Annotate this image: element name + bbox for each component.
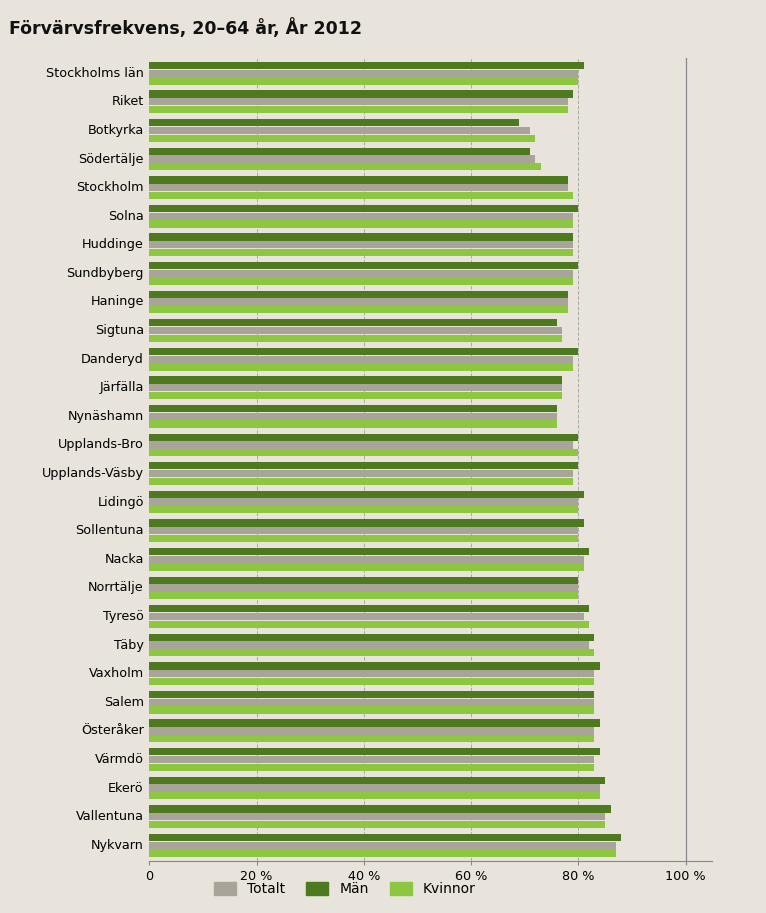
Bar — [149, 213, 573, 220]
Bar — [149, 119, 519, 126]
Bar — [149, 192, 573, 199]
Bar — [149, 90, 573, 98]
Bar — [149, 691, 594, 698]
Bar — [149, 477, 573, 485]
Bar — [149, 405, 557, 413]
Text: Förvärvsfrekvens, 20–64 år, År 2012: Förvärvsfrekvens, 20–64 år, År 2012 — [9, 17, 362, 37]
Bar — [149, 155, 535, 163]
Bar — [149, 384, 562, 392]
Bar — [149, 735, 594, 742]
Bar — [149, 176, 568, 184]
Bar — [149, 698, 594, 706]
Bar — [149, 363, 573, 371]
Bar — [149, 269, 573, 277]
Bar — [149, 719, 600, 727]
Bar — [149, 355, 573, 362]
Bar — [149, 262, 578, 269]
Bar — [149, 327, 562, 334]
Bar — [149, 805, 611, 813]
Bar — [149, 306, 568, 313]
Bar — [149, 434, 578, 441]
Bar — [149, 506, 578, 513]
Bar — [149, 563, 584, 571]
Bar — [149, 290, 568, 298]
Bar — [149, 441, 573, 448]
Bar — [149, 748, 600, 755]
Bar — [149, 163, 541, 171]
Bar — [149, 834, 621, 841]
Bar — [149, 535, 578, 542]
Bar — [149, 763, 594, 771]
Bar — [149, 584, 578, 592]
Bar — [149, 821, 605, 828]
Bar — [149, 527, 578, 534]
Bar — [149, 69, 578, 77]
Bar — [149, 78, 578, 85]
Bar — [149, 184, 568, 191]
Bar — [149, 62, 584, 69]
Bar — [149, 677, 594, 685]
Bar — [149, 662, 600, 669]
Bar — [149, 649, 594, 656]
Bar — [149, 220, 573, 227]
Bar — [149, 491, 584, 498]
Bar — [149, 241, 573, 248]
Bar — [149, 205, 578, 212]
Bar — [149, 348, 578, 355]
Bar — [149, 249, 573, 257]
Bar — [149, 519, 584, 527]
Bar — [149, 777, 605, 784]
Bar — [149, 728, 594, 735]
Bar — [149, 462, 578, 469]
Bar — [149, 498, 578, 506]
Bar — [149, 813, 605, 820]
Bar — [149, 99, 568, 106]
Bar — [149, 556, 584, 563]
Bar — [149, 576, 578, 583]
Legend: Totalt, Män, Kvinnor: Totalt, Män, Kvinnor — [214, 882, 476, 897]
Bar — [149, 420, 557, 427]
Bar — [149, 392, 562, 399]
Bar — [149, 613, 584, 620]
Bar — [149, 148, 530, 155]
Bar — [149, 605, 589, 613]
Bar — [149, 449, 578, 456]
Bar — [149, 756, 594, 763]
Bar — [149, 849, 616, 856]
Bar — [149, 278, 573, 285]
Bar — [149, 134, 535, 142]
Bar — [149, 621, 589, 628]
Bar — [149, 642, 589, 649]
Bar — [149, 127, 530, 134]
Bar — [149, 792, 600, 800]
Bar — [149, 470, 573, 477]
Bar — [149, 320, 557, 327]
Bar — [149, 634, 594, 641]
Bar — [149, 784, 600, 792]
Bar — [149, 335, 562, 342]
Bar — [149, 299, 568, 306]
Bar — [149, 234, 573, 241]
Bar — [149, 413, 557, 420]
Bar — [149, 106, 568, 113]
Bar — [149, 670, 594, 677]
Bar — [149, 842, 616, 849]
Bar — [149, 548, 589, 555]
Bar — [149, 376, 562, 383]
Bar — [149, 592, 578, 599]
Bar — [149, 707, 594, 714]
